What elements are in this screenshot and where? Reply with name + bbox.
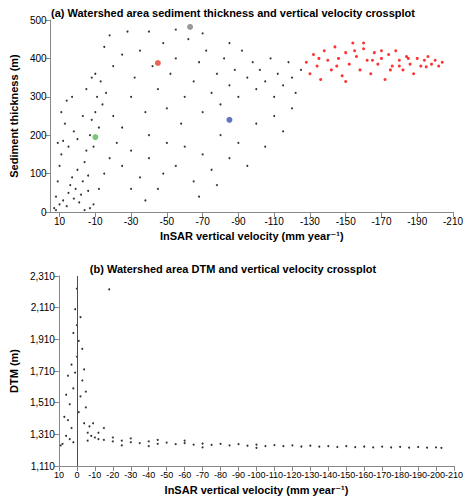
- svg-text:-60: -60: [178, 470, 191, 480]
- svg-text:0: 0: [74, 470, 79, 480]
- svg-text:-30: -30: [124, 216, 139, 227]
- svg-text:-130: -130: [301, 470, 319, 480]
- svg-text:-130: -130: [300, 216, 320, 227]
- svg-text:-210: -210: [445, 470, 463, 480]
- svg-text:-200: -200: [427, 470, 445, 480]
- svg-text:InSAR vertical velocity (mm ye: InSAR vertical velocity (mm year⁻¹): [165, 484, 349, 496]
- svg-text:-90: -90: [232, 470, 245, 480]
- svg-text:-180: -180: [391, 470, 409, 480]
- svg-text:300: 300: [30, 91, 47, 102]
- svg-text:2,110: 2,110: [31, 302, 56, 313]
- svg-text:-90: -90: [231, 216, 246, 227]
- svg-text:-120: -120: [283, 470, 301, 480]
- svg-text:-50: -50: [160, 470, 173, 480]
- svg-text:1,310: 1,310: [30, 429, 55, 440]
- svg-text:1,710: 1,710: [30, 366, 55, 377]
- svg-text:-70: -70: [195, 216, 210, 227]
- svg-text:100: 100: [30, 168, 47, 179]
- svg-text:-150: -150: [337, 470, 355, 480]
- svg-text:-190: -190: [409, 470, 427, 480]
- svg-text:-140: -140: [319, 470, 337, 480]
- svg-text:InSAR vertical velocity (mm ye: InSAR vertical velocity (mm year⁻¹): [160, 230, 344, 242]
- svg-text:-50: -50: [160, 216, 175, 227]
- svg-text:Sediment thickness (m): Sediment thickness (m): [8, 54, 20, 178]
- svg-text:0: 0: [41, 207, 47, 218]
- svg-text:-80: -80: [214, 470, 227, 480]
- svg-text:DTM (m): DTM (m): [8, 349, 20, 393]
- svg-text:-30: -30: [124, 470, 137, 480]
- svg-text:-170: -170: [373, 470, 391, 480]
- svg-text:(a) Watershed area sediment th: (a) Watershed area sediment thickness an…: [51, 7, 415, 19]
- svg-text:-160: -160: [355, 470, 373, 480]
- svg-text:500: 500: [30, 15, 47, 26]
- svg-text:200: 200: [30, 130, 47, 141]
- svg-text:-40: -40: [142, 470, 155, 480]
- svg-text:-20: -20: [106, 470, 119, 480]
- svg-text:-110: -110: [265, 216, 285, 227]
- svg-text:(b) Watershed area DTM and ver: (b) Watershed area DTM and vertical velo…: [90, 263, 377, 275]
- svg-text:-150: -150: [336, 216, 356, 227]
- svg-text:1,510: 1,510: [30, 397, 55, 408]
- svg-text:-70: -70: [196, 470, 209, 480]
- svg-text:-210: -210: [443, 216, 463, 227]
- svg-text:-170: -170: [371, 216, 391, 227]
- svg-text:10: 10: [54, 470, 64, 480]
- svg-text:-10: -10: [88, 216, 103, 227]
- svg-text:-190: -190: [407, 216, 427, 227]
- svg-text:-110: -110: [266, 470, 283, 480]
- svg-text:1,110: 1,110: [31, 461, 56, 472]
- svg-text:400: 400: [30, 53, 47, 64]
- svg-text:-10: -10: [88, 470, 101, 480]
- svg-text:1,910: 1,910: [30, 334, 55, 345]
- svg-text:2,310: 2,310: [30, 271, 55, 282]
- svg-text:-100: -100: [247, 470, 265, 480]
- svg-text:10: 10: [54, 216, 66, 227]
